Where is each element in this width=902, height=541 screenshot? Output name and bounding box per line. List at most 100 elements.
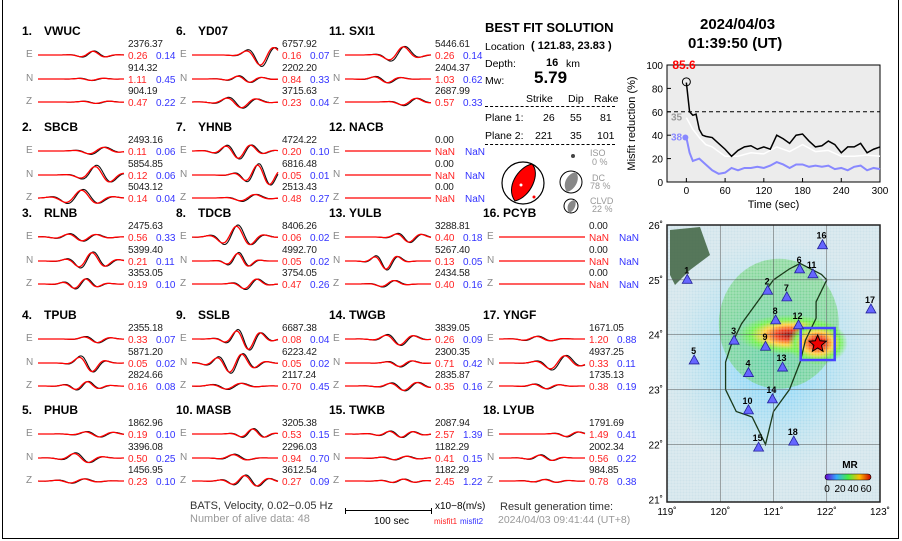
station-number: 11	[807, 260, 817, 270]
waveform-trace	[345, 75, 431, 84]
lon-tick-label: 119˚	[657, 506, 676, 518]
misfit2-value: 0.41	[617, 430, 637, 441]
station-title: 10.	[176, 403, 193, 417]
rake-header: Rake	[594, 93, 619, 105]
peak-amplitude: 6816.48	[282, 158, 317, 170]
plane1-strike: 26	[543, 112, 555, 124]
peak-amplitude: 1791.69	[589, 418, 624, 429]
station-title: 5.	[22, 403, 33, 417]
waveform-trace	[192, 46, 279, 67]
mw-value: 5.79	[534, 68, 568, 87]
component-label: E	[180, 145, 187, 156]
misfit1-value: 0.06	[282, 233, 302, 244]
station-name: SSLB	[198, 308, 231, 322]
waveform-trace	[38, 278, 124, 290]
misfit1-value: 0.40	[435, 233, 455, 244]
waveform-trace	[192, 162, 279, 186]
component-label: E	[180, 231, 187, 242]
synthetic-waveform	[345, 255, 431, 270]
waveform-trace	[38, 50, 125, 58]
misfit1-value: 1.03	[435, 74, 455, 86]
component-label: N	[487, 254, 495, 266]
peak-amplitude: 2117.24	[282, 370, 317, 381]
y-tick-label: 60	[652, 108, 664, 119]
peak-amplitude: 5854.85	[128, 158, 163, 170]
misfit1-value: 0.26	[128, 51, 148, 62]
synthetic-waveform	[345, 279, 431, 288]
event-time: 01:39:50 (UT)	[688, 35, 783, 52]
peak-amplitude: 3612.54	[282, 465, 317, 476]
misfit1-value: 0.56	[128, 233, 148, 244]
synthetic-waveform	[499, 478, 585, 483]
peak-marker	[681, 77, 691, 87]
misfit2-value: 0.02	[310, 256, 330, 268]
misfit2-value: 0.11	[617, 358, 636, 370]
dip-header: Dip	[568, 93, 584, 105]
synthetic-waveform	[192, 46, 279, 66]
component-label: E	[487, 333, 494, 344]
peak-amplitude: 0.00	[435, 135, 454, 146]
clvd-label: CLVD	[590, 196, 614, 206]
x-tick-label: 180	[794, 186, 811, 197]
peak-amplitude: 2355.18	[128, 323, 163, 334]
waveform-trace	[38, 146, 125, 155]
station-triangle-icon	[728, 334, 740, 345]
peak-amplitude: 3205.38	[282, 418, 317, 429]
synthetic-waveform	[192, 163, 279, 185]
misfit1-value: 0.05	[282, 256, 302, 268]
station-number: 8	[773, 306, 778, 316]
plane2-label: Plane 2:	[485, 130, 524, 142]
station-number: 2	[765, 276, 770, 286]
waveform-trace	[345, 97, 432, 107]
station-triangle-icon	[793, 263, 806, 274]
waveform-trace	[38, 335, 125, 344]
observed-waveform	[192, 427, 279, 438]
station-name: TPUB	[44, 308, 77, 322]
misfit1-value: 0.84	[282, 74, 302, 86]
peak-amplitude: 3288.81	[435, 221, 470, 232]
event-date: 2024/04/03	[700, 16, 776, 33]
start-marker	[682, 134, 689, 141]
component-label: Z	[333, 96, 340, 107]
component-label: E	[333, 428, 340, 439]
component-label: N	[333, 72, 341, 84]
x-tick-label: 60	[720, 186, 732, 197]
x-axis-label: Time (sec)	[748, 199, 800, 211]
waveform-trace	[38, 430, 125, 438]
solution-title: BEST FIT SOLUTION	[485, 20, 614, 35]
misfit2-value: 0.15	[463, 453, 483, 465]
misfit2-value: NaN	[465, 194, 486, 205]
station-triangle-icon	[688, 354, 700, 365]
misfit1-value: 0.71	[435, 358, 455, 370]
component-label: N	[180, 254, 188, 266]
misfit2-value: 0.10	[310, 147, 330, 158]
station-triangle-icon	[742, 404, 755, 415]
misfit2-value: 0.06	[156, 147, 176, 158]
synthetic-waveform	[38, 165, 124, 183]
x-tick-label: 240	[833, 186, 850, 197]
component-label: E	[180, 428, 187, 439]
misfit1-value: 0.19	[128, 430, 148, 441]
synthetic-waveform	[192, 330, 279, 350]
lat-tick-label: 25˚	[649, 275, 663, 287]
synthetic-waveform	[192, 278, 278, 290]
misfit1-value: NaN	[589, 256, 610, 268]
component-label: Z	[180, 380, 187, 391]
component-label: N	[180, 72, 188, 84]
peak-amplitude: 4937.25	[589, 346, 624, 358]
start-label: 35	[671, 113, 683, 124]
waveform-trace	[499, 453, 585, 461]
misfit2-value: 0.10	[156, 280, 176, 291]
lat-tick-label: 24˚	[649, 330, 663, 342]
peak-amplitude: 2475.63	[128, 221, 163, 232]
misfit2-value: 0.22	[617, 453, 637, 465]
station-name: TWGB	[349, 308, 386, 322]
misfit1-value: NaN	[435, 147, 456, 158]
waveform-trace	[38, 233, 124, 242]
misfit2-value: 0.04	[156, 194, 176, 205]
waveform-trace	[192, 352, 279, 374]
peak-amplitude: 0.00	[589, 244, 608, 256]
component-label: Z	[180, 475, 187, 486]
misfit2-legend: misfit2	[460, 517, 484, 526]
